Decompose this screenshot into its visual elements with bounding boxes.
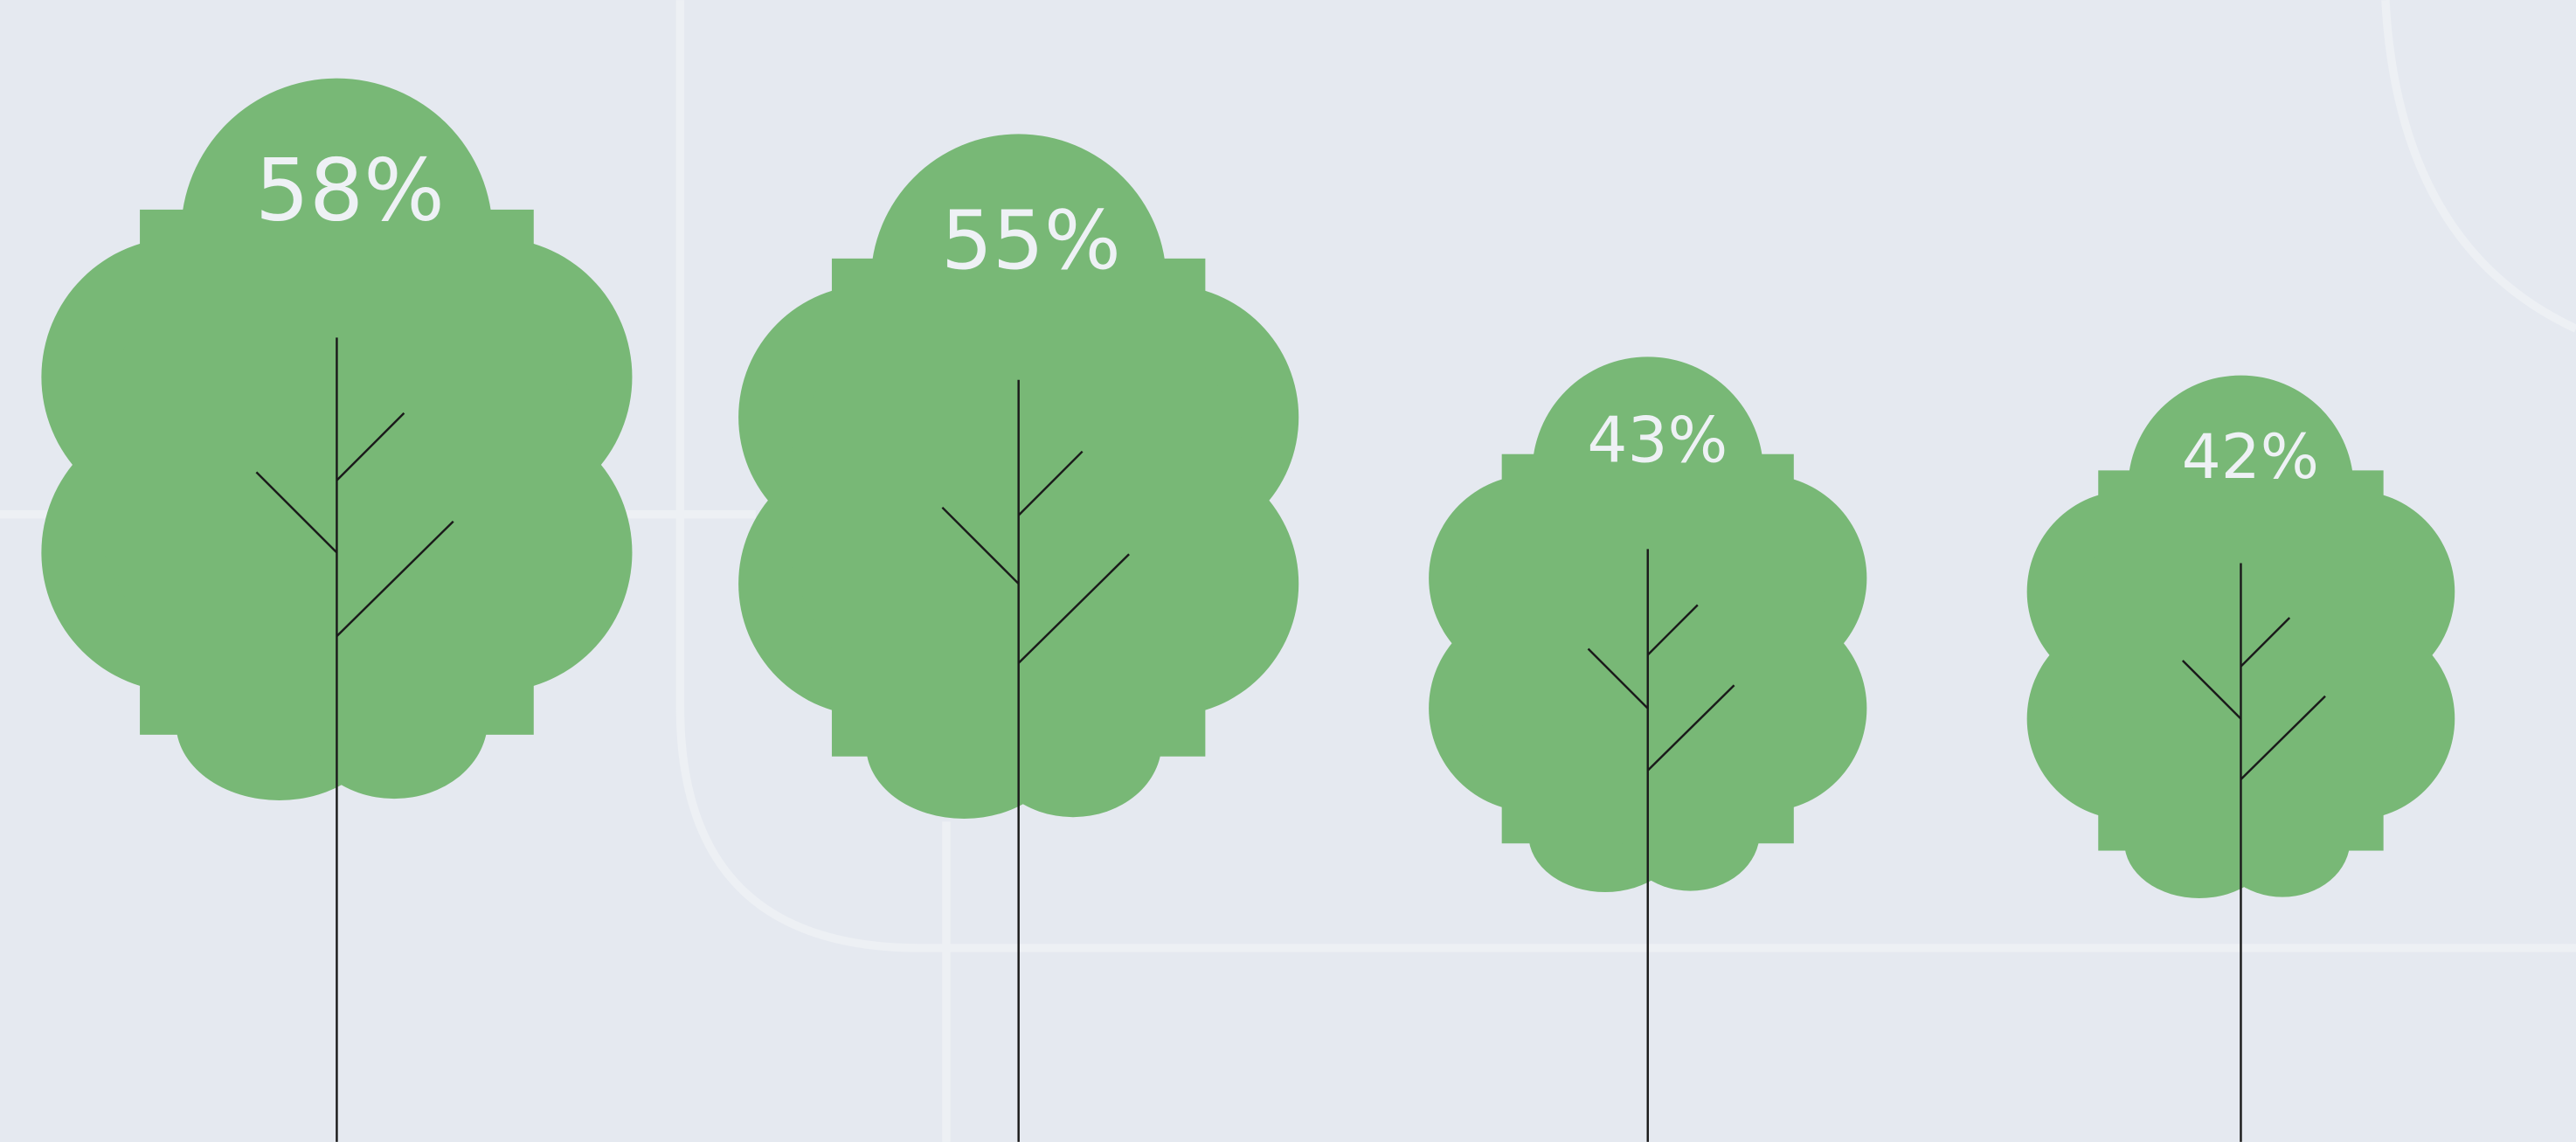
value-label: 43% bbox=[1587, 405, 1728, 478]
chart: 58% 55% 43% 42% bbox=[0, 0, 2576, 1142]
value-label: 55% bbox=[941, 193, 1121, 287]
value-label: 58% bbox=[255, 142, 445, 241]
page: 58%55%43%42% (() => { const data = JSON.… bbox=[0, 0, 2576, 1142]
value-label: 42% bbox=[2182, 420, 2319, 493]
